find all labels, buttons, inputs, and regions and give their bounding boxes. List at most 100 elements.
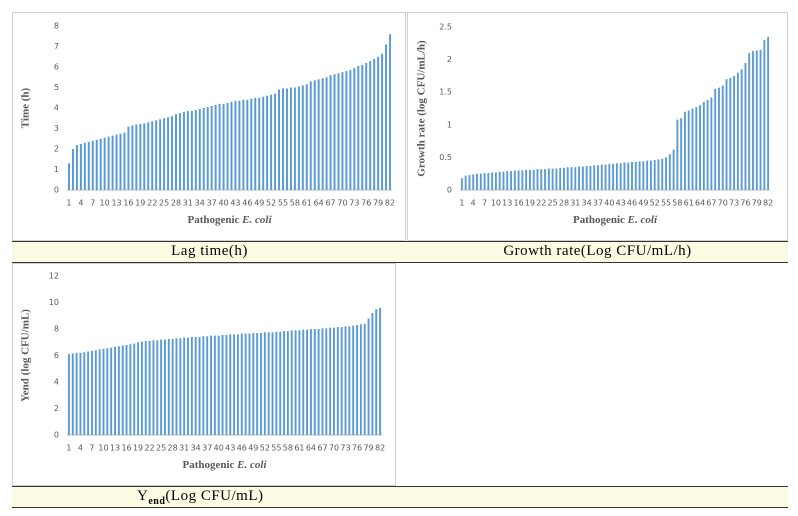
bar — [361, 64, 364, 190]
x-axis-label: Pathogenic E. coli — [573, 214, 658, 226]
bar — [381, 53, 384, 190]
bar — [198, 336, 201, 435]
x-tick-label: 22 — [536, 199, 546, 208]
bar — [131, 125, 134, 190]
x-tick-label: 40 — [218, 199, 228, 208]
bar — [123, 132, 126, 190]
x-tick-label: 13 — [502, 199, 512, 208]
bar — [619, 163, 622, 190]
x-tick-label: 1 — [66, 199, 71, 208]
x-tick-label: 79 — [752, 199, 762, 208]
bar — [661, 158, 664, 190]
x-label-italic: E. coli — [627, 214, 658, 226]
x-tick-label: 76 — [352, 444, 362, 453]
x-tick-label: 7 — [90, 199, 95, 208]
bar — [759, 49, 762, 190]
bar — [532, 169, 535, 190]
x-tick-label: 79 — [363, 444, 373, 453]
bar — [302, 329, 305, 435]
y-axis-label: Time (h) — [20, 87, 32, 128]
bar — [597, 165, 599, 190]
bar — [699, 105, 702, 190]
bar — [540, 169, 543, 190]
bar — [160, 339, 163, 435]
bar — [117, 346, 120, 435]
bar — [494, 172, 497, 190]
bar — [271, 332, 274, 435]
x-tick-label: 82 — [375, 444, 385, 453]
bar — [377, 56, 380, 190]
bar — [248, 333, 251, 435]
x-tick-label: 70 — [718, 199, 728, 208]
bar — [102, 348, 105, 435]
bar — [140, 341, 143, 435]
bar — [468, 175, 471, 190]
bar — [333, 74, 336, 190]
bar — [517, 170, 520, 190]
x-tick-label: 55 — [271, 444, 281, 453]
bar — [476, 173, 478, 190]
bar — [258, 97, 261, 190]
bar — [638, 161, 641, 190]
x-tick-label: 43 — [225, 444, 235, 453]
x-tick-label: 13 — [110, 444, 120, 453]
y-tick-label: 2.5 — [439, 23, 452, 32]
bar — [365, 62, 368, 190]
bar — [83, 142, 86, 190]
bar — [525, 169, 528, 190]
x-tick-label: 58 — [290, 199, 300, 208]
bar — [206, 336, 209, 435]
bar — [233, 334, 236, 435]
bar — [559, 167, 562, 190]
bar — [290, 330, 293, 435]
bar — [547, 168, 550, 190]
x-tick-label: 19 — [135, 199, 145, 208]
bar — [363, 323, 366, 435]
bar — [321, 78, 324, 190]
bar — [369, 60, 372, 190]
bar — [254, 97, 257, 190]
x-tick-label: 67 — [325, 199, 335, 208]
bar — [657, 159, 660, 190]
x-tick-label: 1 — [66, 444, 71, 453]
x-tick-label: 13 — [111, 199, 121, 208]
bar — [333, 327, 335, 435]
bar — [183, 337, 186, 435]
bar — [665, 157, 667, 190]
x-label-text: Pathogenic — [182, 459, 234, 471]
bar — [252, 332, 255, 435]
x-tick-label: 34 — [582, 199, 592, 208]
bar — [767, 36, 770, 190]
caption: Lag time(h) — [12, 241, 407, 263]
bar — [83, 352, 86, 435]
bar — [687, 110, 690, 190]
panel — [407, 12, 788, 241]
x-tick-label: 31 — [570, 199, 580, 208]
x-tick-label: 58 — [672, 199, 682, 208]
bar — [329, 75, 332, 190]
x-tick-label: 16 — [123, 199, 133, 208]
x-tick-label: 49 — [638, 199, 648, 208]
bar — [144, 340, 147, 435]
x-tick-label: 25 — [548, 199, 558, 208]
bar — [721, 85, 724, 190]
bar — [472, 174, 475, 190]
y-tick-label: 1.5 — [439, 88, 452, 97]
bar — [385, 44, 388, 191]
bar — [510, 171, 512, 190]
x-axis-label: Pathogenic E. coli — [187, 214, 272, 226]
bar — [733, 75, 736, 190]
bar — [178, 113, 181, 190]
bar — [623, 162, 626, 190]
y-tick-label: 8 — [54, 325, 59, 334]
bar — [98, 349, 101, 435]
x-tick-label: 64 — [306, 444, 316, 453]
x-tick-label: 64 — [314, 199, 324, 208]
caption-text: Y — [137, 488, 149, 504]
bar — [194, 110, 197, 190]
x-tick-label: 52 — [260, 444, 270, 453]
bar — [389, 34, 392, 191]
bar — [133, 343, 136, 435]
bar — [298, 330, 301, 435]
bar — [198, 109, 201, 190]
